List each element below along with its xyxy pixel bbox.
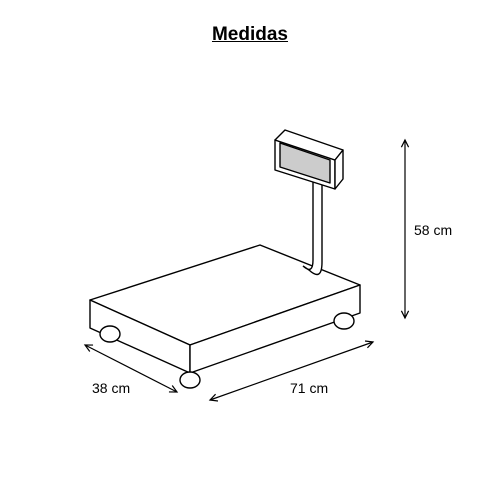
diagram-container: 58 cm 71 cm 38 cm [0, 80, 500, 480]
page-title: Medidas [212, 24, 288, 46]
scale-diagram [0, 80, 500, 480]
depth-label: 38 cm [92, 380, 130, 396]
width-label: 71 cm [290, 380, 328, 396]
column [303, 173, 322, 275]
display-head [275, 130, 343, 189]
height-label: 58 cm [414, 222, 452, 238]
